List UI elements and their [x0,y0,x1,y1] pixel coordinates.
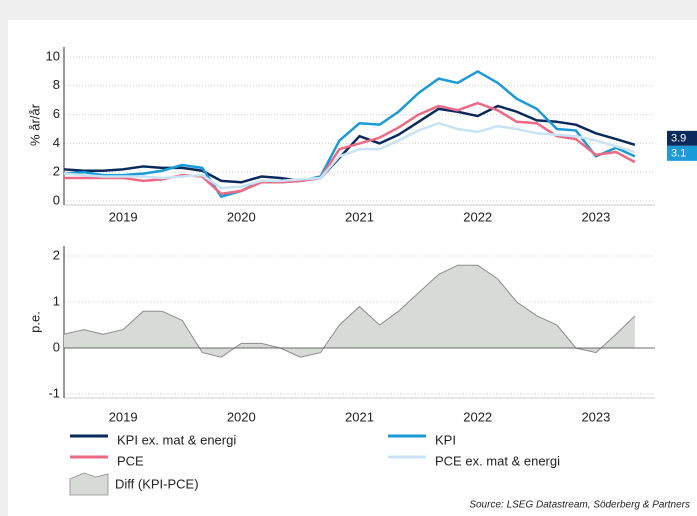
y-tick-label: 8 [53,77,60,92]
y-axis-label: p.e. [27,311,42,333]
y-tick-label: -1 [48,385,60,400]
y-tick-label: 6 [53,106,60,121]
x-tick-label: 2022 [463,209,492,224]
x-tick-label: 2019 [109,409,138,424]
x-tick-label: 2021 [345,409,374,424]
end-label-box [667,130,697,146]
legend-label: KPI ex. mat & energi [117,432,236,447]
line [64,101,636,196]
area-line [63,264,636,358]
y-tick-label: 2 [53,247,60,262]
y-tick-label: 0 [53,339,60,354]
line [63,121,636,190]
x-tick-label: 2023 [581,209,610,224]
legend-label: Diff (KPI-PCE) [115,476,199,491]
x-tick-label: 2020 [227,209,256,224]
x-tick-label: 2023 [581,409,610,424]
legend-swatch [69,472,109,496]
x-tick-label: 2020 [227,409,256,424]
legend-label: PCE ex. mat & energi [435,453,560,468]
end-label-box [667,145,697,161]
x-tick-label: 2019 [109,209,138,224]
y-tick-label: 1 [53,293,60,308]
end-label: 3.1 [671,148,686,160]
legend-label: KPI [435,432,456,447]
legend-label: PCE [117,453,144,468]
y-axis-label: % år/år [27,103,42,146]
end-label: 3.9 [671,133,686,145]
y-tick-label: 0 [53,192,60,207]
y-tick-label: 4 [53,135,60,150]
x-tick-label: 2021 [345,209,374,224]
source: Source: LSEG Datastream, Söderberg & Par… [469,500,690,511]
panel [8,20,697,516]
area [64,265,635,358]
y-tick-label: 10 [46,48,60,63]
line [63,70,636,198]
y-tick-label: 2 [53,164,60,179]
x-tick-label: 2022 [463,409,492,424]
